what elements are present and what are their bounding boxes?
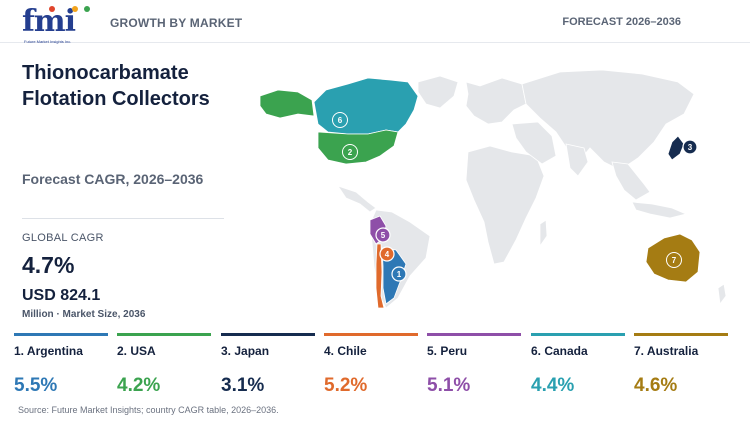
marker-number: 6 (338, 116, 343, 125)
marker-number: 7 (672, 256, 677, 265)
column-country-label: 3. Japan (221, 344, 270, 358)
japan-shape (667, 135, 685, 161)
divider (22, 218, 224, 219)
country-column: 4. Chile 5.2% (324, 333, 418, 397)
fmi-logo[interactable]: fmi Future Market Insights Inc. (22, 4, 92, 46)
alaska-shape (259, 89, 315, 119)
greenland-shape (417, 75, 459, 109)
central-america-shape (337, 185, 377, 213)
column-cagr-value: 4.4% (531, 375, 575, 396)
europe-shape (465, 77, 527, 125)
usa-shape (317, 129, 399, 165)
marker-chile (379, 246, 395, 262)
marker-usa (342, 144, 358, 160)
logo-wordmark: fmi (22, 4, 76, 39)
marker-australia (666, 252, 682, 268)
column-color-bar (14, 333, 108, 336)
marker-canada (332, 112, 348, 128)
country-columns: 1. Argentina 5.5% 2. USA 4.2% 3. Japan 3… (14, 333, 740, 403)
logo-dot-icon (72, 6, 78, 12)
market-size-note: Million · Market Size, 2036 (22, 309, 146, 320)
header-bar: fmi Future Market Insights Inc. GROWTH B… (0, 0, 750, 46)
canada-shape (313, 77, 419, 135)
column-country-label: 7. Australia (634, 344, 699, 358)
marker-argentina (391, 266, 407, 282)
southeast-asia-shape (611, 161, 651, 201)
column-country-label: 1. Argentina (14, 344, 83, 358)
column-color-bar (427, 333, 521, 336)
chart-title: Thionocarbamate Flotation Collectors (22, 62, 210, 110)
column-cagr-value: 5.1% (427, 375, 471, 396)
marker-japan (682, 139, 698, 155)
column-color-bar (634, 333, 728, 336)
global-cagr-value: 4.7% (22, 252, 75, 278)
column-country-label: 4. Chile (324, 344, 367, 358)
country-column: 5. Peru 5.1% (427, 333, 521, 397)
australia-shape (645, 233, 701, 283)
marker-number: 1 (397, 270, 402, 279)
column-color-bar (531, 333, 625, 336)
country-column: 2. USA 4.2% (117, 333, 211, 397)
chart-subtitle: Forecast CAGR, 2026–2036 (22, 171, 204, 187)
marker-peru (375, 227, 391, 243)
logo-dot-icon (49, 6, 55, 12)
indonesia-shape (631, 201, 688, 219)
column-cagr-value: 4.6% (634, 375, 678, 396)
column-cagr-value: 3.1% (221, 375, 265, 396)
country-column: 1. Argentina 5.5% (14, 333, 108, 397)
column-color-bar (117, 333, 211, 336)
logo-dot-icon (84, 6, 90, 12)
column-cagr-value: 5.2% (324, 375, 368, 396)
country-column: 7. Australia 4.6% (634, 333, 728, 397)
column-color-bar (324, 333, 418, 336)
asia-shape (521, 69, 695, 171)
section-label: GROWTH BY MARKET (110, 16, 243, 30)
logo-tagline: Future Market Insights Inc. (24, 39, 72, 44)
marker-number: 4 (385, 250, 390, 259)
africa-shape (465, 145, 545, 265)
india-shape (565, 143, 589, 177)
world-map: 1 2 3 4 5 6 7 (259, 69, 727, 309)
column-cagr-value: 5.5% (14, 375, 58, 396)
country-column: 3. Japan 3.1% (221, 333, 315, 397)
market-size-value: USD 824.1 (22, 287, 101, 304)
column-country-label: 2. USA (117, 344, 156, 358)
middle-east-shape (511, 121, 557, 165)
column-country-label: 6. Canada (531, 344, 588, 358)
column-country-label: 5. Peru (427, 344, 468, 358)
column-cagr-value: 4.2% (117, 375, 161, 396)
source-note: Source: Future Market Insights; country … (18, 405, 279, 415)
country-column: 6. Canada 4.4% (531, 333, 625, 397)
column-color-bar (221, 333, 315, 336)
forecast-label: FORECAST 2026–2036 (562, 16, 681, 28)
global-cagr-label: GLOBAL CAGR (22, 232, 104, 244)
marker-number: 5 (381, 231, 386, 240)
new-zealand-shape (717, 283, 727, 306)
marker-number: 2 (348, 148, 353, 157)
madagascar-shape (539, 219, 548, 248)
marker-number: 3 (688, 143, 693, 152)
